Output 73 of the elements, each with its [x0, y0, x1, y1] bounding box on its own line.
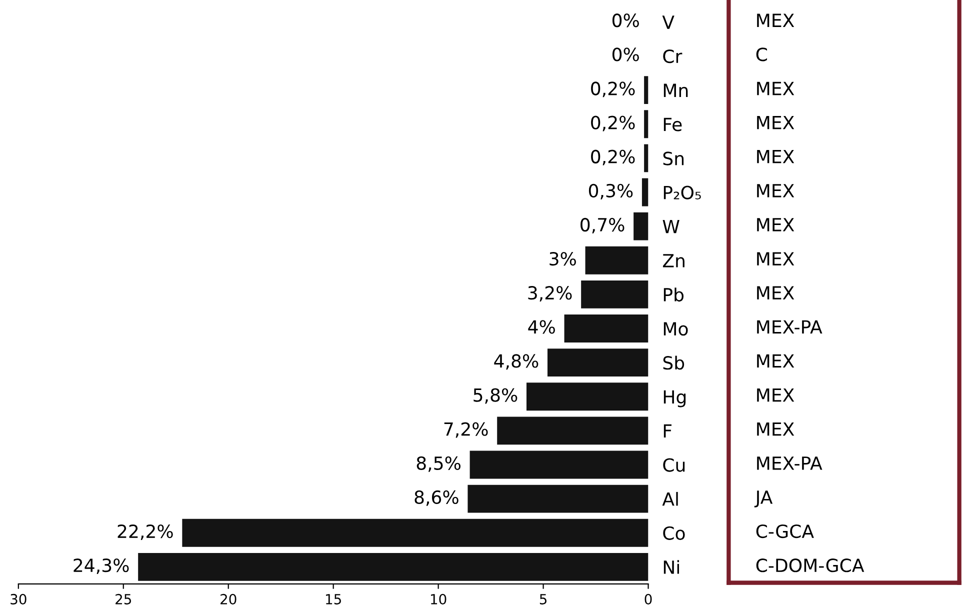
text: C-DOM-GCA: [756, 558, 864, 572]
y-tick-label: Sb: [663, 356, 684, 370]
y-tick-label: Pb: [664, 288, 684, 302]
bar: [470, 450, 648, 479]
y-tick-label: Ni: [664, 560, 679, 574]
data-label: 8,5%: [416, 456, 460, 472]
data-label: 3,2%: [528, 286, 572, 302]
bar: [138, 552, 648, 581]
y-tick-label: Al: [662, 492, 678, 506]
text: MEX: [757, 286, 794, 300]
text: C-GCA: [756, 524, 814, 538]
y-tick-label: Cu: [663, 458, 685, 472]
y-tick-label: Mn: [664, 84, 688, 97]
x-tick-label: 10: [431, 594, 446, 604]
data-label: 0,3%: [588, 184, 633, 200]
y-tick-label: Fe: [664, 118, 682, 132]
bar: [182, 518, 648, 547]
data-label: 4%: [528, 320, 555, 334]
bar: [644, 144, 648, 172]
y-tick-label: Co: [663, 526, 685, 540]
y-tick-label: P₂O₅: [664, 186, 701, 200]
text: MEX: [757, 150, 794, 164]
data-label: 3%: [550, 252, 576, 266]
data-label: 0%: [612, 48, 639, 62]
y-tick-label: V: [662, 16, 674, 29]
bar: [585, 246, 648, 274]
data-label: 0,2%: [591, 82, 635, 98]
data-label: 5,8%: [474, 388, 518, 404]
text: MEX: [757, 388, 794, 402]
text: MEX: [757, 184, 794, 198]
text: MEX: [757, 354, 794, 368]
text: MEX: [757, 422, 794, 436]
bar: [581, 280, 648, 308]
bar: [642, 178, 648, 206]
x-tick-label: 20: [220, 594, 236, 604]
y-tick-label: Zn: [662, 254, 684, 268]
x-tick-label: 15: [326, 594, 341, 604]
bar: [497, 416, 648, 445]
bar: [644, 110, 648, 138]
x-tick-label: 0: [644, 594, 652, 604]
bar: [547, 348, 648, 377]
y-tick-label: Mo: [664, 322, 688, 336]
text: C: [756, 48, 767, 62]
text: MEX-PA: [757, 320, 822, 334]
bar: [564, 314, 648, 342]
data-label: 0,2%: [591, 116, 635, 132]
y-tick-label: F: [664, 424, 672, 438]
bar: [526, 382, 648, 411]
y-tick-label: W: [662, 220, 680, 234]
bar: [634, 212, 648, 240]
data-label: 0,2%: [591, 150, 635, 166]
y-tick-label: Sn: [663, 152, 684, 166]
data-label: 4,8%: [494, 354, 538, 370]
data-label: 0,7%: [580, 218, 624, 234]
x-tick-label: 25: [116, 594, 132, 604]
text: MEX-PA: [757, 456, 822, 470]
data-label: 22,2%: [118, 524, 173, 540]
bar: [468, 484, 648, 513]
text: MEX: [757, 82, 794, 96]
text: MEX: [757, 116, 794, 130]
data-label: 24,3%: [74, 558, 129, 574]
text: MEX: [757, 218, 794, 232]
bar: [644, 76, 648, 104]
y-tick-label: Hg: [664, 390, 686, 408]
text: MEX: [757, 252, 794, 266]
text: MEX: [757, 14, 794, 27]
x-tick-label: 5: [540, 594, 546, 604]
y-tick-label: Cr: [663, 49, 682, 64]
data-label: 8,6%: [414, 490, 458, 506]
text: JA: [754, 490, 773, 508]
data-label: 7,2%: [444, 422, 488, 438]
data-label: 0%: [612, 14, 639, 28]
x-tick-label: 30: [10, 594, 26, 604]
